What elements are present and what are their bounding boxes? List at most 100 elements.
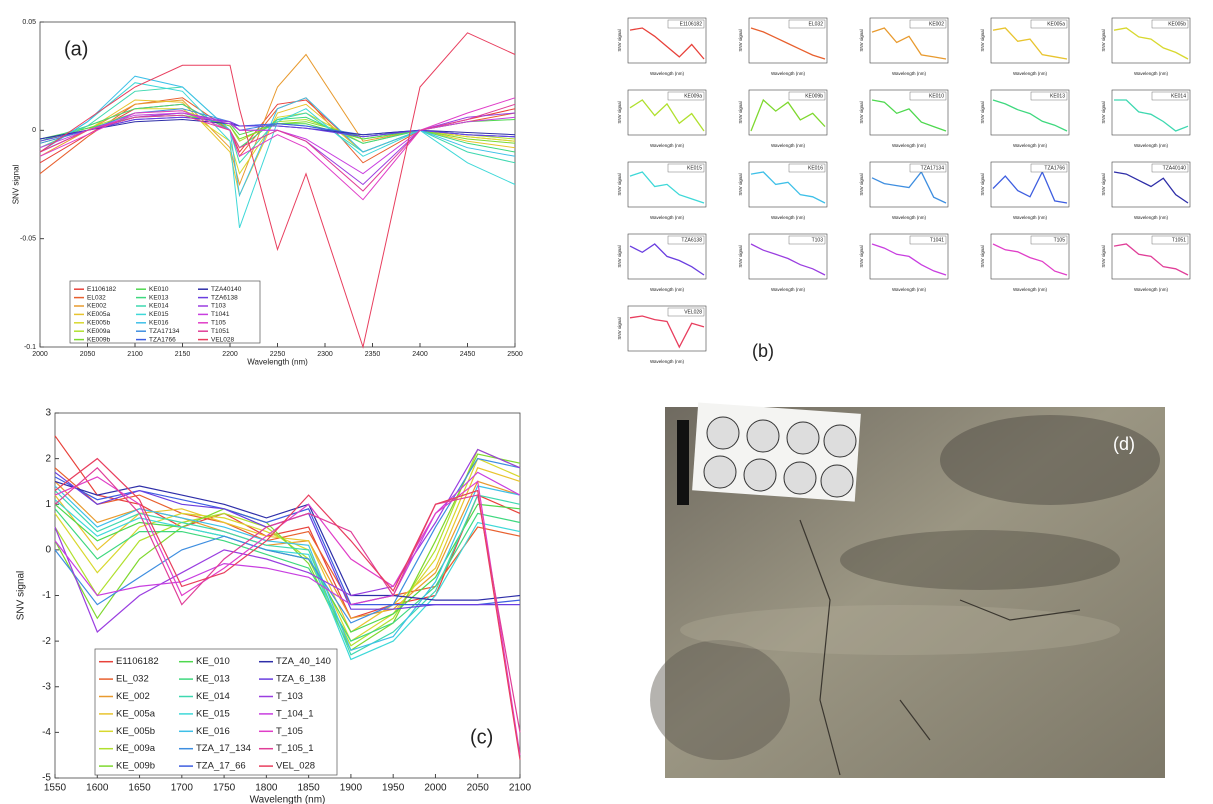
mini-x-label: Wavelength (nm)	[650, 71, 685, 76]
legend-label: T103	[211, 303, 226, 310]
y-tick-label: -1	[42, 590, 51, 601]
y-tick-label: 0	[45, 545, 51, 556]
mini-y-label: SNV signal	[738, 29, 743, 51]
mini-legend	[667, 307, 705, 317]
legend-label: TZA17134	[149, 328, 180, 335]
mini-y-label: SNV signal	[617, 173, 622, 195]
x-tick-label: 1700	[171, 783, 194, 794]
mini-plot	[748, 233, 828, 280]
legend-label: T_103	[276, 691, 303, 702]
y-axis-label: SNV signal	[11, 164, 20, 204]
mini-line	[750, 27, 826, 60]
x-tick-label: 2000	[424, 783, 447, 794]
mini-x-label: Wavelength (nm)	[1134, 215, 1169, 220]
y-tick-label: -4	[42, 727, 51, 738]
series-line	[54, 457, 521, 624]
mini-x-label: Wavelength (nm)	[1013, 215, 1048, 220]
legend-label: EL032	[87, 294, 106, 301]
x-tick-label: 2300	[317, 351, 333, 358]
x-tick-label: 1550	[44, 783, 67, 794]
legend-label: TZA_17_66	[196, 761, 246, 772]
dark-band	[840, 530, 1120, 590]
series-line	[39, 75, 516, 198]
mini-x-label: Wavelength (nm)	[1134, 71, 1169, 76]
mini-line	[1114, 99, 1189, 132]
legend-label: KE005b	[87, 320, 111, 327]
mini-legend	[1030, 235, 1068, 245]
legend-label: KE_014	[196, 691, 230, 702]
y-tick-label: -5	[42, 773, 51, 784]
legend-label: EL_032	[116, 674, 149, 685]
mini-y-label: SNV signal	[738, 245, 743, 267]
scale-bar	[677, 420, 689, 505]
mini-legend	[788, 19, 826, 29]
legend-label: KE013	[149, 294, 169, 301]
mini-x-label: Wavelength (nm)	[650, 359, 685, 364]
y-tick-label: 3	[45, 408, 51, 419]
mini-x-label: Wavelength (nm)	[1013, 143, 1048, 148]
dark-patch	[650, 640, 790, 760]
y-tick-label: -0.1	[24, 344, 36, 351]
mini-legend	[1151, 235, 1189, 245]
legend-label: KE_009a	[116, 743, 156, 754]
legend-label: KE_005a	[116, 708, 156, 719]
series-line	[39, 86, 516, 164]
mini-legend	[1151, 163, 1189, 173]
card-circles	[703, 416, 857, 498]
mini-plot	[748, 161, 828, 208]
mini-legend	[909, 19, 947, 29]
mini-line	[992, 27, 1068, 60]
mini-line	[629, 243, 705, 276]
mini-legend	[667, 163, 705, 173]
legend-label: VEL028	[211, 336, 235, 343]
x-tick-label: 2450	[460, 351, 476, 358]
mini-x-label: Wavelength (nm)	[892, 143, 927, 148]
mini-legend-label: KE016	[808, 165, 823, 171]
mini-legend-label: TZA6138	[681, 237, 702, 243]
series-line	[54, 499, 521, 661]
legend-label: KE009a	[87, 328, 111, 335]
legend-label: KE_010	[196, 656, 230, 667]
series-line	[54, 471, 521, 606]
mini-line	[750, 171, 826, 204]
mini-plot	[1111, 161, 1191, 208]
mini-legend-label: KE014	[1171, 93, 1186, 99]
legend-label: KE005a	[87, 311, 111, 318]
legend-label: TZA_17_134	[196, 743, 251, 754]
light-band	[680, 605, 1120, 655]
mini-line	[992, 170, 1068, 204]
mini-y-label: SNV signal	[859, 101, 864, 123]
mini-legend-label: TZA17134	[921, 165, 945, 171]
mini-legend-label: KE005a	[1047, 21, 1065, 27]
series-line	[54, 435, 521, 620]
mini-legend-label: KE002	[929, 21, 944, 27]
series-line	[54, 490, 521, 656]
x-tick-label: 1950	[382, 783, 405, 794]
legend-label: TZA1766	[149, 336, 176, 343]
legend-box	[69, 280, 261, 344]
x-tick-label: 1750	[213, 783, 236, 794]
x-axis-label: Wavelength (nm)	[247, 358, 308, 367]
mini-y-label: SNV signal	[859, 29, 864, 51]
mini-line	[871, 243, 947, 276]
x-tick-label: 1900	[340, 783, 363, 794]
x-tick-label: 2250	[270, 351, 286, 358]
mini-legend-label: KE009a	[684, 93, 702, 99]
legend-label: KE_005b	[116, 726, 155, 737]
mini-legend	[788, 163, 826, 173]
mini-x-label: Wavelength (nm)	[650, 215, 685, 220]
mini-legend-label: KE013	[1050, 93, 1065, 99]
mini-x-label: Wavelength (nm)	[771, 287, 806, 292]
x-tick-label: 2500	[507, 351, 523, 358]
mini-line	[629, 315, 705, 349]
mini-legend-label: TZA40140	[1163, 165, 1187, 171]
x-tick-label: 1600	[86, 783, 109, 794]
mini-legend	[1030, 163, 1068, 173]
mini-legend-label: EL032	[809, 21, 824, 27]
legend-label: TZA_6_138	[276, 674, 326, 685]
mini-legend-label: T105	[1054, 237, 1066, 243]
mini-legend-label: KE005b	[1168, 21, 1186, 27]
legend-label: KE014	[149, 303, 169, 310]
legend-label: T_104_1	[276, 708, 314, 719]
